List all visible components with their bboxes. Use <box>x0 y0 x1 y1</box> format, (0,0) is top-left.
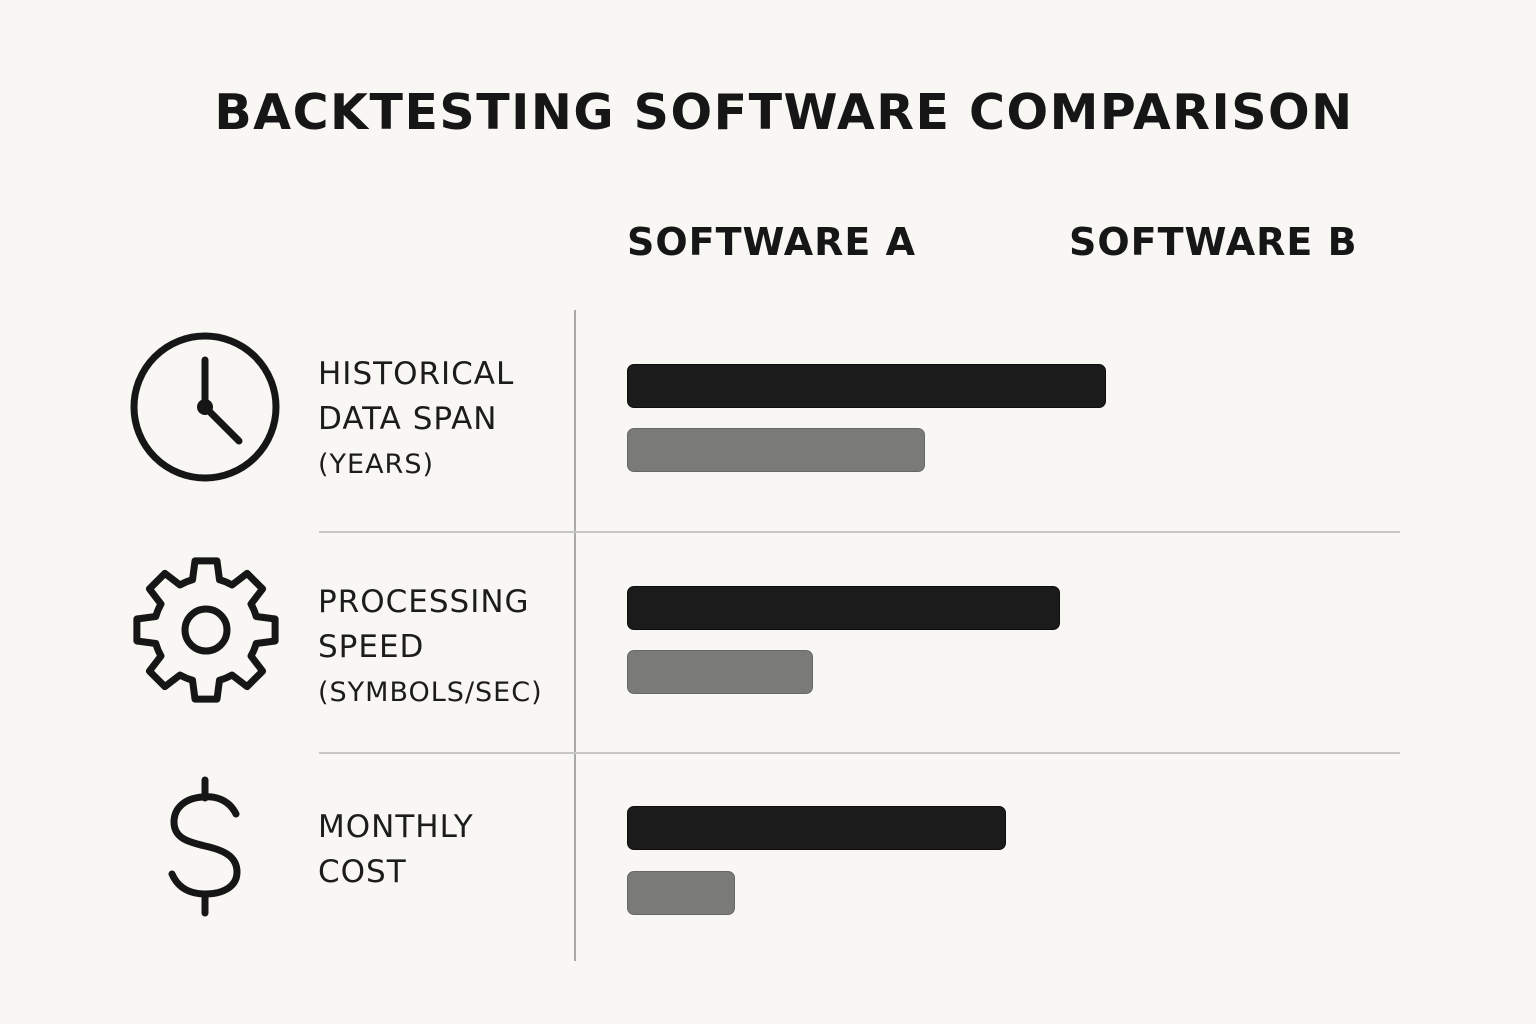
row-label-processing-speed: PROCESSING SPEED (SYMBOLS/SEC) <box>318 580 543 715</box>
bar-software-b-processing-speed <box>627 650 813 694</box>
axis-divider <box>574 310 576 961</box>
label-unit: (SYMBOLS/SEC) <box>318 677 543 708</box>
label-line: COST <box>318 854 407 890</box>
row-label-historical-data-span: HISTORICAL DATA SPAN (YEARS) <box>318 352 514 487</box>
label-line: DATA SPAN <box>318 401 498 437</box>
label-unit: (YEARS) <box>318 449 434 480</box>
chart-title: BACKTESTING SOFTWARE COMPARISON <box>214 84 1354 141</box>
clock-icon <box>130 332 280 482</box>
row-divider <box>319 531 1400 533</box>
label-line: MONTHLY <box>318 809 474 845</box>
bar-software-a-processing-speed <box>627 586 1060 630</box>
label-line: SPEED <box>318 629 425 665</box>
row-label-monthly-cost: MONTHLY COST <box>318 805 474 895</box>
row-divider <box>319 752 1400 754</box>
label-line: HISTORICAL <box>318 356 515 392</box>
dollar-icon <box>168 776 241 917</box>
label-line: PROCESSING <box>318 584 530 620</box>
legend-software-b: SOFTWARE B <box>1069 220 1358 264</box>
bar-software-a-monthly-cost <box>627 806 1006 850</box>
bar-software-a-historical-data-span <box>627 364 1107 408</box>
bar-software-b-monthly-cost <box>627 871 736 915</box>
gear-icon <box>133 557 279 703</box>
legend-software-a: SOFTWARE A <box>627 220 917 264</box>
bar-software-b-historical-data-span <box>627 428 925 472</box>
